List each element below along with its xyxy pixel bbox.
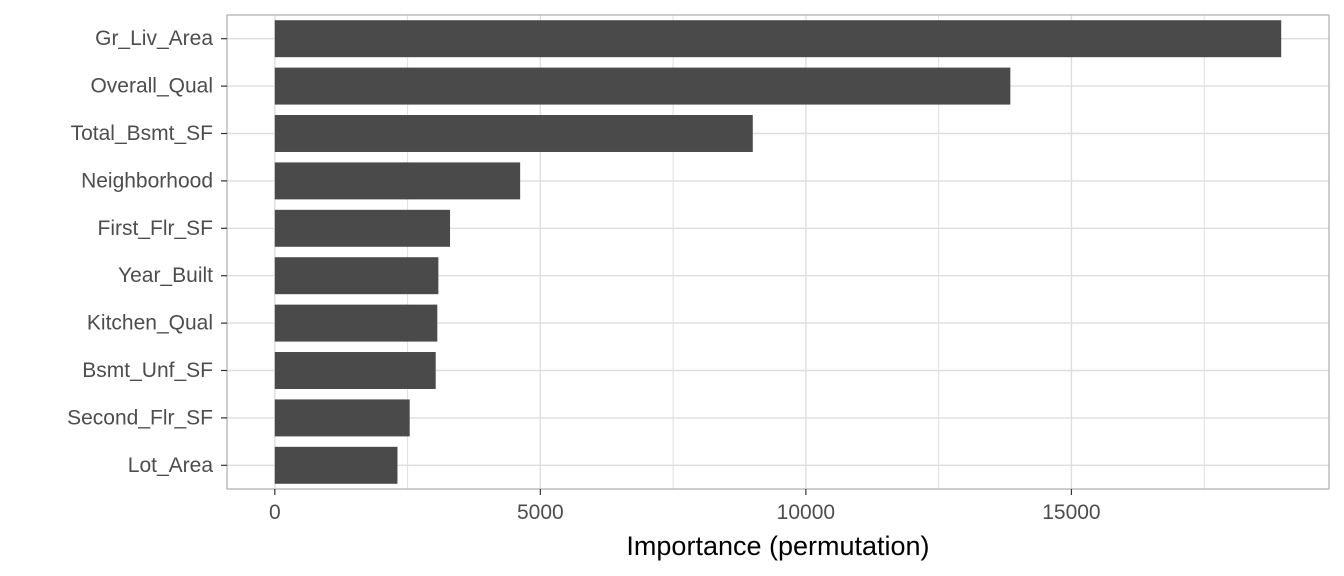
- y-tick-label: Second_Flr_SF: [67, 406, 213, 429]
- bar-Total_Bsmt_SF: [274, 115, 753, 152]
- x-tick-label: 15000: [1042, 501, 1100, 524]
- x-tick-label: 10000: [777, 501, 835, 524]
- x-tick-label: 5000: [517, 501, 564, 524]
- x-axis-title: Importance (permutation): [626, 531, 929, 561]
- bar-Year_Built: [274, 257, 439, 295]
- y-tick-label: Neighborhood: [81, 169, 213, 192]
- panel-border: [226, 14, 1330, 490]
- bar-Neighborhood: [274, 162, 521, 200]
- y-tick-label: Lot_Area: [128, 454, 214, 477]
- x-tick-label: 0: [269, 501, 281, 524]
- x-axis-tick-labels: 0 5000 10000 15000: [269, 489, 1101, 524]
- y-tick-label: Year_Built: [118, 264, 213, 287]
- bar-Overall_Qual: [274, 67, 1011, 105]
- y-tick-label: First_Flr_SF: [98, 217, 214, 240]
- y-tick-label: Overall_Qual: [90, 75, 213, 98]
- bar-Lot_Area: [274, 446, 398, 484]
- bar-Bsmt_Unf_SF: [274, 352, 436, 389]
- y-axis-tick-labels: Gr_Liv_Area Overall_Qual Total_Bsmt_SF Neig…: [67, 27, 227, 477]
- bar-First_Flr_SF: [274, 209, 451, 247]
- y-tick-label: Total_Bsmt_SF: [71, 122, 213, 145]
- bars: [274, 20, 1282, 484]
- bar-Gr_Liv_Area: [274, 20, 1282, 58]
- bar-Second_Flr_SF: [274, 399, 410, 437]
- y-tick-label: Kitchen_Qual: [87, 312, 213, 335]
- y-tick-label: Gr_Liv_Area: [95, 27, 213, 50]
- bar-Kitchen_Qual: [274, 304, 438, 342]
- y-tick-label: Bsmt_Unf_SF: [82, 359, 213, 382]
